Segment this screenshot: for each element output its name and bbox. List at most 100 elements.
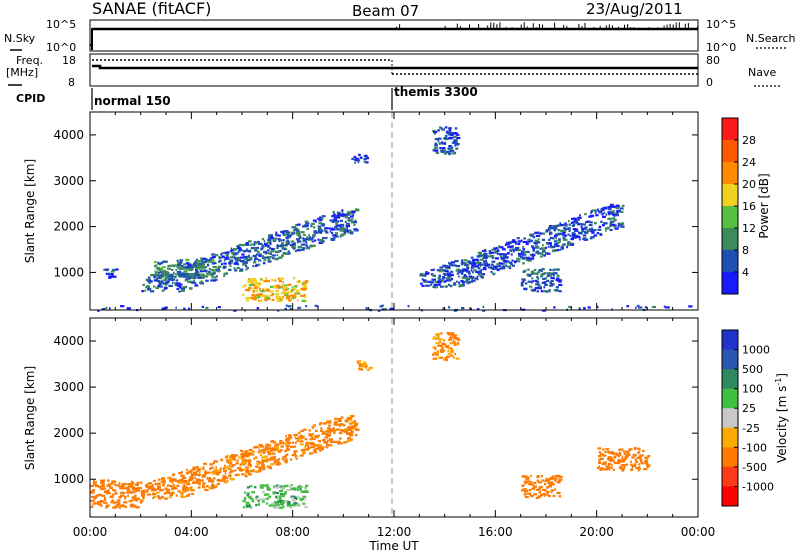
echo-cell (437, 139, 440, 143)
echo-cell (588, 228, 594, 231)
echo-cell (535, 497, 539, 500)
echo-cell (606, 450, 610, 453)
freq-unit: [MHz] (6, 66, 38, 79)
echo-cell (153, 273, 157, 277)
echo-cell (614, 227, 619, 230)
echo-cell (522, 256, 527, 259)
echo-cell (454, 127, 458, 130)
echo-cell (247, 503, 251, 506)
echo-cell (239, 269, 244, 272)
echo-cell (362, 362, 367, 365)
echo-cell (522, 248, 526, 251)
echo-cell (540, 255, 543, 258)
echo-cell (294, 445, 297, 448)
echo-cell (340, 429, 345, 432)
echo-cell (438, 137, 440, 140)
echo-cell (520, 284, 524, 287)
echo-cell (283, 288, 288, 291)
echo-cell (358, 365, 363, 368)
echo-cell (167, 267, 172, 270)
echo-cell (631, 466, 634, 469)
echo-cell (443, 152, 447, 155)
echo-cell (141, 290, 144, 293)
echo-cell (545, 477, 548, 480)
echo-cell (247, 496, 252, 499)
echo-cell (125, 505, 128, 509)
echo-cell (328, 227, 334, 230)
echo-cell (540, 493, 544, 497)
echo-cell (561, 232, 566, 235)
echo-cell (233, 455, 236, 458)
echo-cell (176, 287, 179, 290)
nsearch-tick-bottom: 10^0 (706, 41, 736, 54)
echo-cell (311, 235, 315, 238)
echo-cell (260, 278, 263, 281)
echo-cell (163, 260, 168, 263)
echo-region-2 (153, 258, 219, 280)
echo-cell (229, 474, 232, 477)
echo-cell (605, 465, 609, 468)
echo-cell (453, 139, 458, 142)
echo-cell (548, 272, 551, 275)
echo-cell (264, 493, 267, 496)
echo-cell (493, 272, 496, 275)
echo-cell (599, 453, 604, 456)
echo-cell (145, 486, 149, 489)
echo-cell (546, 479, 550, 482)
echo-cell (556, 277, 560, 280)
echo-cell (291, 294, 296, 297)
echo-cell (496, 268, 500, 272)
echo-cell (269, 504, 274, 507)
echo-cell (101, 479, 106, 482)
echo-cell (328, 421, 332, 424)
echo-cell (247, 463, 252, 466)
echo-cell (282, 441, 285, 444)
echo-cell (432, 352, 435, 355)
echo-cell (532, 247, 536, 250)
echo-cell (291, 499, 296, 502)
echo-cell (154, 270, 157, 273)
echo-cell (527, 256, 530, 259)
echo-cell (123, 501, 128, 504)
echo-cell (180, 474, 185, 477)
echo-cell (530, 480, 533, 484)
echo-cell (350, 431, 354, 434)
echo-cell (554, 479, 557, 482)
echo-cell (546, 275, 549, 278)
echo-cell (355, 157, 357, 160)
echo-cell (140, 490, 145, 493)
echo-cell (590, 230, 595, 233)
echo-cell (221, 478, 224, 481)
echo-cell (607, 212, 611, 215)
echo-cell (550, 280, 554, 283)
echo-cell (455, 147, 458, 150)
echo-cell (434, 144, 438, 147)
echo-cell (254, 255, 257, 258)
echo-cell (94, 484, 97, 487)
echo-cell (618, 209, 621, 212)
nave-label: Nave (748, 66, 776, 79)
echo-cell (550, 277, 554, 280)
echo-cell (462, 280, 467, 283)
echo-cell (197, 267, 202, 270)
echo-cell (277, 458, 280, 461)
echo-cell (594, 211, 597, 214)
echo-cell (252, 284, 255, 287)
echo-cell (217, 478, 220, 482)
echo-cell (537, 488, 539, 491)
echo-cell (156, 272, 159, 275)
echo-cell (461, 259, 464, 262)
echo-cell (448, 306, 451, 309)
echo-cell (612, 205, 615, 208)
echo-cell (581, 230, 584, 233)
echo-cell (261, 245, 265, 248)
echo-cell (564, 222, 567, 225)
echo-cell (300, 243, 306, 246)
echo-cell (455, 265, 461, 268)
echo-cell (151, 489, 155, 492)
echo-cell (425, 271, 428, 274)
echo-cell (298, 484, 301, 488)
echo-cell (107, 489, 110, 492)
echo-cell (300, 294, 304, 297)
echo-cell (178, 290, 181, 293)
